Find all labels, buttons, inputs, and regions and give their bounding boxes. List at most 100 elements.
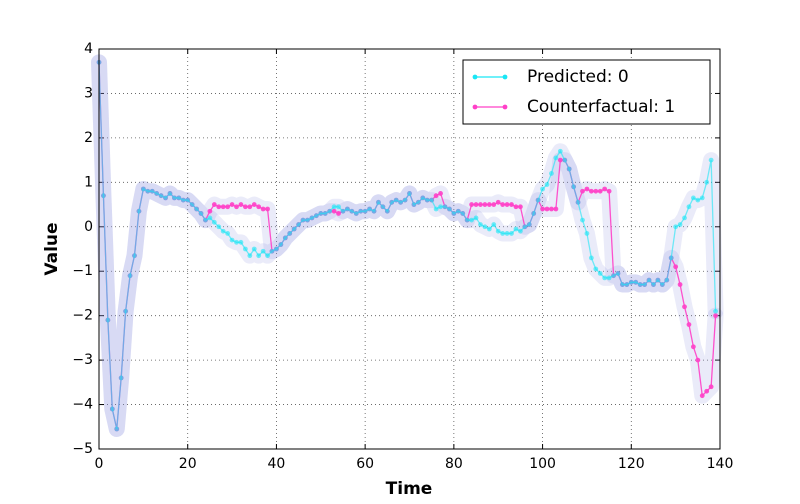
point [460, 211, 466, 216]
point [278, 242, 284, 247]
point [127, 273, 133, 279]
point [500, 231, 506, 236]
x-tick-label: 60 [356, 456, 374, 472]
legend-swatch [502, 74, 508, 80]
point [229, 202, 235, 207]
point [686, 204, 692, 210]
point [353, 211, 359, 216]
point [482, 202, 488, 207]
point [158, 193, 164, 199]
legend-label: Counterfactual: 1 [527, 97, 675, 117]
point [451, 211, 457, 216]
point [469, 202, 474, 207]
point [331, 204, 337, 210]
point [584, 231, 590, 236]
point [389, 199, 395, 205]
point [531, 211, 537, 216]
point [690, 195, 696, 201]
point [513, 204, 519, 210]
point [132, 253, 137, 259]
point [234, 239, 239, 245]
point [340, 208, 346, 214]
point [180, 197, 186, 203]
point [402, 197, 408, 203]
point [216, 204, 222, 210]
x-tick-label: 120 [618, 456, 645, 472]
point [486, 226, 492, 232]
point [588, 255, 594, 261]
point [172, 195, 177, 201]
point [557, 148, 563, 154]
point [517, 228, 523, 234]
point [220, 228, 226, 234]
point [438, 204, 443, 210]
point [699, 195, 705, 201]
point [229, 237, 235, 243]
x-tick-label: 80 [445, 456, 463, 472]
point [149, 188, 155, 194]
point [265, 206, 270, 212]
y-tick-label: −1 [72, 263, 93, 279]
point [704, 179, 710, 185]
point [433, 193, 439, 199]
point [194, 206, 199, 212]
point [291, 226, 297, 232]
point [611, 273, 616, 279]
point [234, 204, 239, 210]
point [105, 317, 111, 323]
point [331, 208, 337, 214]
point [659, 282, 665, 287]
point [216, 224, 222, 230]
point [535, 197, 541, 203]
point [154, 191, 160, 196]
point [287, 231, 293, 236]
point [393, 197, 399, 203]
point [544, 206, 550, 212]
point [549, 171, 554, 176]
plot-frame [98, 48, 721, 450]
y-tick-label: 3 [84, 85, 93, 101]
point [318, 211, 324, 216]
point [686, 322, 692, 327]
point [588, 188, 594, 194]
point [673, 224, 679, 230]
point [513, 226, 519, 232]
point [176, 195, 182, 201]
y-tick-label: −3 [72, 352, 93, 368]
point [580, 217, 585, 223]
point [260, 206, 266, 212]
point [540, 186, 545, 192]
point [699, 393, 705, 399]
point [651, 282, 656, 287]
point [336, 204, 341, 210]
point [313, 213, 319, 219]
point [553, 206, 559, 212]
point [345, 206, 350, 212]
point [305, 217, 310, 223]
y-tick-label: −2 [72, 308, 93, 324]
point [420, 195, 426, 201]
point [114, 426, 120, 432]
point [207, 208, 213, 214]
point [495, 199, 501, 205]
y-tick-label: 1 [84, 174, 93, 190]
point [473, 215, 479, 221]
point [469, 217, 474, 223]
point [708, 384, 714, 390]
point [242, 204, 248, 210]
point [220, 204, 226, 210]
point [185, 197, 191, 203]
point [407, 191, 412, 196]
point [376, 199, 381, 205]
point [447, 206, 452, 212]
point [282, 235, 288, 241]
legend-swatch [472, 104, 478, 110]
x-axis-title: Time [386, 479, 433, 499]
x-tick-label: 100 [529, 456, 556, 472]
point [167, 191, 173, 196]
point [123, 308, 129, 314]
legend-swatch [472, 74, 478, 80]
point [225, 204, 231, 210]
point [309, 215, 315, 221]
point [256, 204, 262, 210]
